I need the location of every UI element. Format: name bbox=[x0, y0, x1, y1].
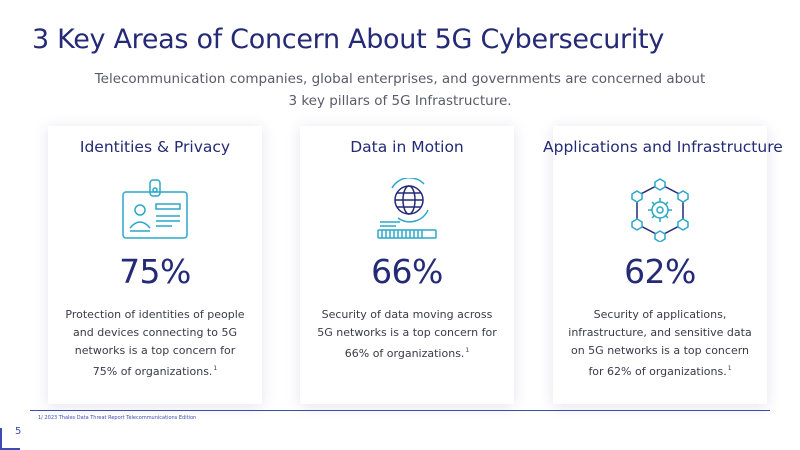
subtitle-line-2: 3 key pillars of 5G Infrastructure. bbox=[288, 93, 512, 109]
card-heading: Data in Motion bbox=[350, 138, 464, 156]
card-heading: Identities & Privacy bbox=[79, 138, 231, 156]
card-percent: 62% bbox=[624, 252, 696, 291]
subtitle-line-1: Telecommunication companies, global ente… bbox=[94, 71, 706, 87]
card-description: Security of data moving across 5G networ… bbox=[317, 308, 497, 360]
id-badge-icon bbox=[120, 178, 190, 242]
footnote-ref: 1 bbox=[727, 365, 732, 372]
card-data-in-motion: Data in Motion 66% Security of da bbox=[300, 126, 514, 404]
slide-subtitle: Telecommunication companies, global ente… bbox=[60, 68, 740, 112]
card-applications-infrastructure: Applications and Infrastructure 62% Secu… bbox=[543, 126, 783, 404]
gear-network-icon bbox=[625, 178, 695, 242]
card-percent: 75% bbox=[119, 252, 191, 291]
globe-data-transfer-icon bbox=[372, 178, 442, 242]
slide-title: 3 Key Areas of Concern About 5G Cybersec… bbox=[32, 24, 665, 55]
footnote-ref: 1 bbox=[213, 365, 218, 372]
page-number: 5 bbox=[15, 426, 22, 437]
footer-divider bbox=[30, 410, 770, 411]
card-heading: Applications and Infrastructure bbox=[543, 138, 783, 156]
card-identities-privacy: Identities & Privacy 75% Protection of i… bbox=[48, 126, 262, 404]
card-description: Protection of identities of people and d… bbox=[65, 308, 245, 378]
corner-bracket-decoration bbox=[0, 428, 20, 450]
card-description: Security of applications, infrastructure… bbox=[568, 308, 752, 378]
card-percent: 66% bbox=[371, 252, 443, 291]
footnote-ref: 1 bbox=[465, 347, 470, 354]
source-footnote: 1/ 2023 Thales Data Threat Report Teleco… bbox=[38, 415, 197, 421]
